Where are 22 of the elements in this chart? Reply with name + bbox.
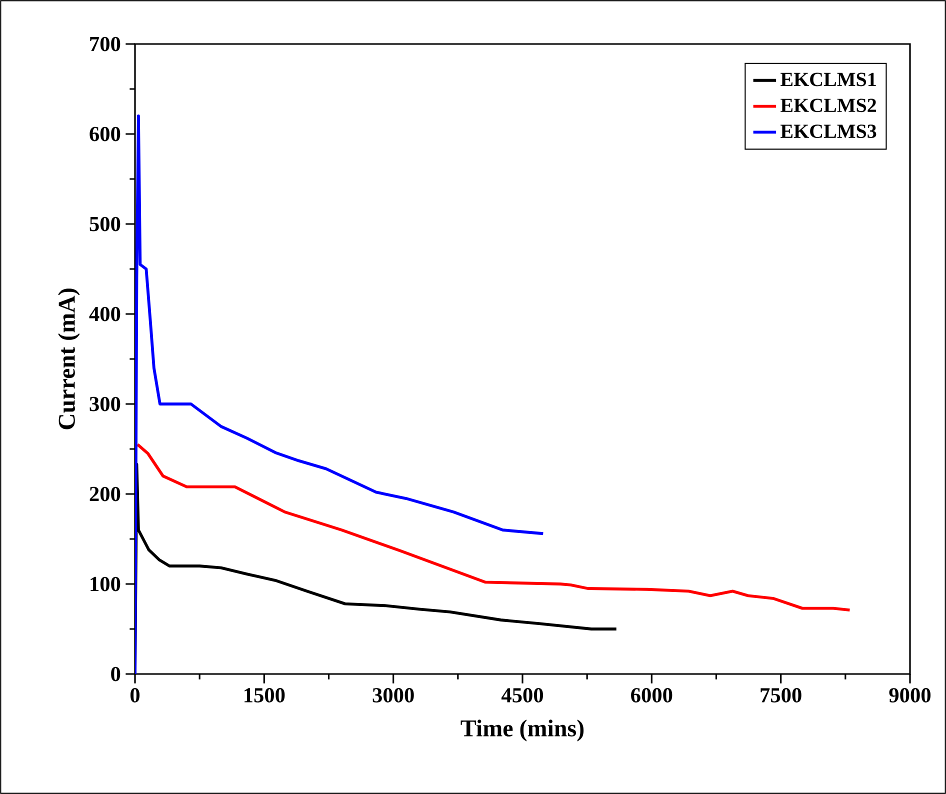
line-series	[135, 114, 545, 674]
x-tick-label: 6000	[631, 688, 672, 702]
x-axis-title: Time (mins)	[460, 720, 584, 742]
y-tick-label: 500	[90, 216, 120, 232]
y-tick-label: 700	[90, 36, 120, 52]
x-tick-label: 1500	[244, 688, 285, 702]
y-tick-label: 0	[111, 666, 120, 682]
x-tick-label: 0	[130, 688, 140, 702]
line-series	[136, 443, 852, 612]
x-tick-label: 4500	[501, 688, 544, 702]
legend-label: EKCLMS2	[780, 98, 876, 112]
y-tick-label: 600	[90, 126, 120, 142]
y-tick-label: 100	[90, 576, 120, 592]
legend-label: EKCLMS3	[780, 124, 876, 138]
x-tick-label: 7500	[760, 688, 802, 702]
y-tick-label: 300	[90, 396, 120, 412]
x-tick-label: 9000	[889, 688, 931, 702]
y-tick-label: 200	[90, 486, 120, 502]
legend-label: EKCLMS1	[780, 72, 876, 86]
x-tick-label: 3000	[372, 688, 414, 702]
y-tick-label: 400	[89, 306, 120, 322]
y-axis-title: Current (mA)	[58, 288, 80, 430]
